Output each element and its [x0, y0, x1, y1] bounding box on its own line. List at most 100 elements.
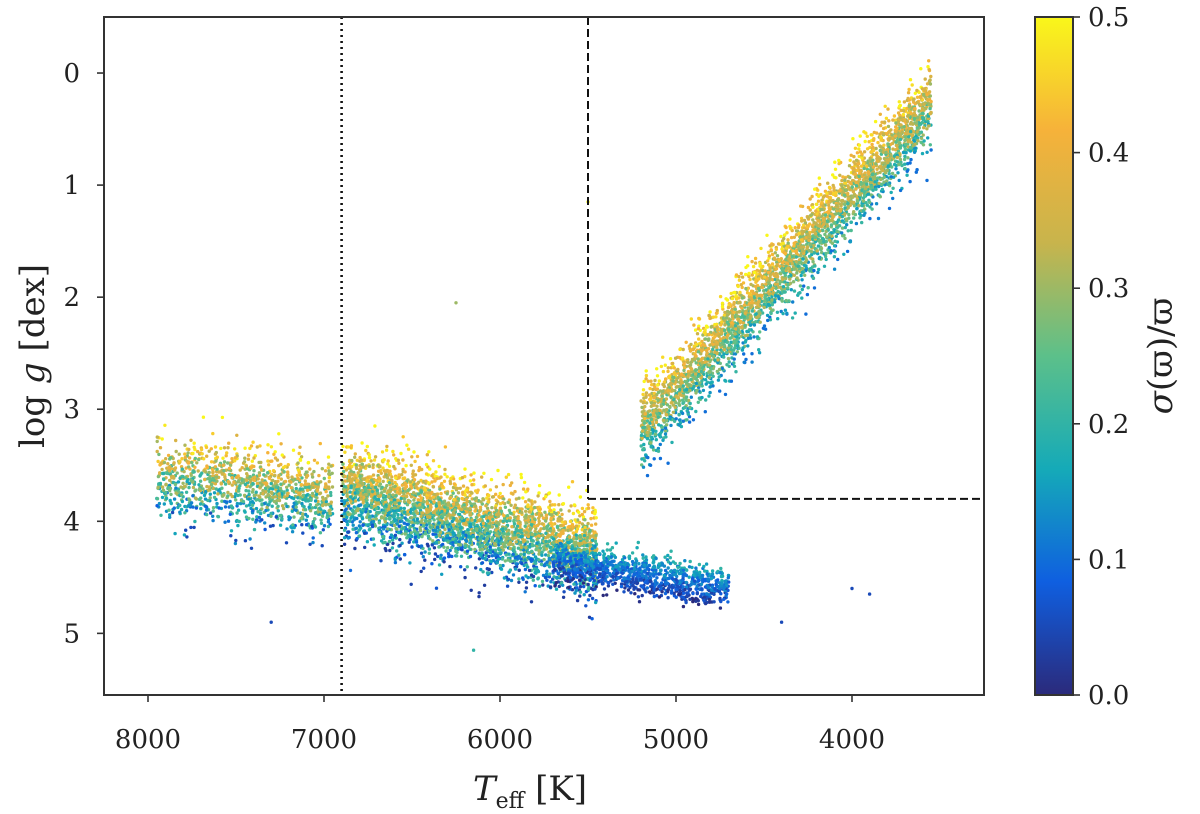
data-point [280, 492, 284, 496]
data-point [425, 510, 429, 515]
data-point [431, 510, 436, 515]
data-point [614, 541, 618, 545]
data-point [562, 590, 566, 594]
data-point [319, 518, 323, 522]
data-point [184, 476, 188, 480]
data-point [390, 538, 395, 542]
data-point [326, 520, 331, 524]
data-point [384, 517, 388, 521]
data-point [585, 538, 589, 543]
data-point [250, 503, 255, 507]
data-point [208, 474, 212, 479]
data-point [471, 529, 475, 533]
data-point [359, 494, 363, 498]
data-point [297, 500, 301, 504]
data-point [416, 492, 421, 496]
data-point [403, 532, 407, 536]
data-point [225, 451, 229, 455]
data-point [582, 540, 586, 544]
data-point [295, 473, 300, 478]
data-point [301, 512, 305, 516]
data-point [318, 491, 323, 495]
data-point [367, 453, 371, 457]
data-point [418, 528, 423, 533]
data-point [503, 545, 507, 549]
data-point [207, 449, 211, 453]
data-point [436, 554, 440, 559]
data-point [623, 580, 627, 584]
data-point [408, 561, 412, 565]
data-point [536, 494, 540, 498]
data-point [589, 516, 593, 521]
data-point [650, 555, 655, 560]
data-point [227, 472, 232, 477]
data-point [191, 485, 196, 490]
data-point [350, 477, 355, 481]
data-point [574, 524, 579, 528]
data-point [391, 541, 395, 546]
data-point [257, 515, 262, 520]
data-point [230, 457, 234, 461]
data-point [291, 448, 296, 452]
data-point [421, 555, 425, 559]
data-point [681, 604, 686, 609]
data-point [448, 564, 452, 569]
data-point [398, 537, 402, 542]
data-point [540, 553, 544, 557]
data-point [168, 498, 172, 503]
data-point [310, 472, 314, 476]
data-point [548, 508, 553, 512]
data-point [247, 503, 251, 507]
data-point [483, 484, 487, 488]
data-point [529, 505, 533, 509]
data-point [449, 476, 453, 481]
data-point [532, 505, 537, 510]
data-point [472, 471, 476, 475]
data-point [187, 447, 191, 452]
data-point [266, 492, 270, 497]
data-point [329, 464, 333, 468]
data-point [539, 562, 544, 566]
data-point [590, 538, 595, 542]
data-point [472, 497, 477, 501]
data-point [586, 503, 590, 507]
data-point [554, 587, 559, 591]
data-point [527, 498, 531, 502]
data-point [537, 558, 541, 562]
data-point [205, 512, 209, 517]
data-point [421, 524, 426, 528]
data-point [468, 522, 473, 526]
data-point [364, 448, 368, 453]
data-point [311, 494, 315, 498]
data-point [221, 456, 225, 460]
data-point [159, 513, 163, 517]
data-point [480, 543, 485, 547]
data-point [454, 549, 458, 553]
data-point [563, 520, 567, 525]
data-point [303, 485, 308, 490]
data-point [556, 517, 560, 521]
data-point [328, 511, 332, 516]
data-point [263, 527, 267, 532]
data-point [432, 546, 437, 550]
data-point [523, 538, 527, 542]
data-point [463, 493, 467, 497]
data-point [353, 452, 357, 456]
data-point [669, 591, 674, 595]
data-point [225, 500, 229, 504]
data-point [394, 494, 398, 498]
data-point [402, 491, 406, 496]
data-point [575, 586, 579, 590]
data-point [499, 567, 504, 571]
data-point [652, 588, 656, 592]
data-point [594, 522, 598, 526]
data-point [437, 545, 441, 549]
data-point [253, 475, 257, 479]
data-point [267, 476, 272, 481]
data-point [303, 482, 308, 486]
data-point [373, 455, 378, 459]
data-point [233, 459, 237, 463]
data-point [402, 510, 407, 514]
data-point [505, 584, 510, 588]
data-point [279, 442, 283, 446]
